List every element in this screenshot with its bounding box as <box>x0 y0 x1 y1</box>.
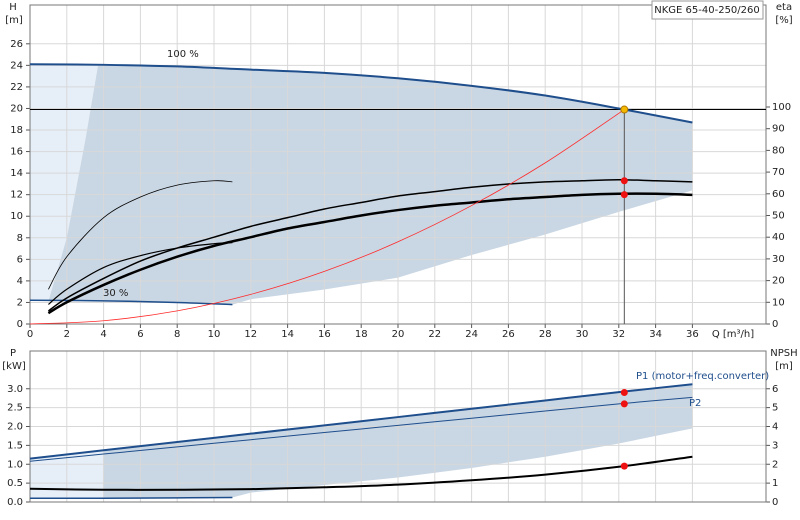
y2-tick-label: 2 <box>772 459 778 470</box>
y2-tick-label: 5 <box>772 403 778 414</box>
y-tick-label: 2 <box>17 297 23 308</box>
x-tick-label: 2 <box>64 329 70 340</box>
x-tick-label: 20 <box>392 329 405 340</box>
y2-tick-label: 50 <box>772 210 785 221</box>
curve-label: P1 (motor+freq.converter) <box>636 371 769 382</box>
operating-range <box>30 64 99 302</box>
x-tick-label: 30 <box>576 329 589 340</box>
y2-tick-label: 100 <box>772 102 791 113</box>
operating-point <box>620 462 628 470</box>
y-tick-label: 0.0 <box>7 497 23 508</box>
y-axis-unit: [kW] <box>2 361 26 372</box>
y-tick-label: 24 <box>10 60 23 71</box>
x-axis-label: Q [m³/h] <box>712 329 754 340</box>
y-tick-label: 16 <box>10 147 23 158</box>
y-tick-label: 1.0 <box>7 459 23 470</box>
y2-axis-unit: [%] <box>775 15 792 26</box>
y-tick-label: 1.5 <box>7 440 23 451</box>
curve-label: 100 % <box>167 49 199 60</box>
curve <box>29 299 233 306</box>
x-tick-label: 12 <box>244 329 257 340</box>
x-tick-label: 6 <box>137 329 143 340</box>
x-tick-label: 10 <box>208 329 221 340</box>
x-tick-label: 4 <box>100 329 106 340</box>
curve <box>29 455 693 491</box>
y2-tick-label: 3 <box>772 440 778 451</box>
curve <box>29 63 693 124</box>
x-tick-label: 18 <box>355 329 368 340</box>
y-tick-label: 10 <box>10 211 23 222</box>
y-tick-label: 0.5 <box>7 478 23 489</box>
y-tick-label: 20 <box>10 103 23 114</box>
y2-tick-label: 1 <box>772 478 778 489</box>
y-axis-label: H <box>9 2 17 13</box>
operating-point <box>620 177 628 185</box>
operating-point <box>620 400 628 408</box>
y-tick-label: 14 <box>10 168 23 179</box>
y2-tick-label: 20 <box>772 276 785 287</box>
operating-point <box>620 191 628 199</box>
y2-tick-label: 30 <box>772 254 785 265</box>
y2-axis-unit: [m] <box>775 361 793 372</box>
x-tick-label: 36 <box>686 329 699 340</box>
y-axis-label: P <box>10 348 16 359</box>
curve <box>48 242 233 305</box>
x-tick-label: 16 <box>318 329 331 340</box>
x-tick-label: 34 <box>649 329 662 340</box>
x-tick-label: 24 <box>465 329 478 340</box>
y2-tick-label: 4 <box>772 422 778 433</box>
operating-point <box>620 389 628 397</box>
y-tick-label: 6 <box>17 254 23 265</box>
y2-tick-label: 40 <box>772 232 785 243</box>
plot-frame <box>29 4 767 325</box>
y-tick-label: 26 <box>10 39 23 50</box>
y-tick-label: 2.5 <box>7 403 23 414</box>
y2-tick-label: 90 <box>772 124 785 135</box>
operating-point <box>620 105 629 114</box>
x-tick-label: 28 <box>539 329 552 340</box>
y-tick-label: 18 <box>10 125 23 136</box>
y-tick-label: 8 <box>17 233 23 244</box>
y2-tick-label: 0 <box>772 497 778 508</box>
y-tick-label: 3.0 <box>7 384 23 395</box>
y2-tick-label: 60 <box>772 189 785 200</box>
curve <box>47 178 693 312</box>
x-tick-label: 22 <box>428 329 441 340</box>
curve-label: P2 <box>689 398 701 409</box>
y-tick-label: 4 <box>17 276 23 287</box>
title-box <box>651 0 764 20</box>
y-tick-label: 22 <box>10 82 23 93</box>
plot-frame <box>29 350 767 503</box>
curve <box>29 496 233 500</box>
curve <box>47 192 693 315</box>
y-tick-label: 12 <box>10 190 23 201</box>
y2-axis-label: NPSH <box>770 348 797 359</box>
y2-tick-label: 0 <box>772 319 778 330</box>
y2-tick-label: 80 <box>772 145 785 156</box>
y2-tick-label: 6 <box>772 384 778 395</box>
x-tick-label: 26 <box>502 329 515 340</box>
curve <box>29 383 693 460</box>
y2-axis-label: eta <box>776 2 792 13</box>
y2-tick-label: 10 <box>772 297 785 308</box>
x-tick-label: 8 <box>174 329 180 340</box>
y-tick-label: 2.0 <box>7 422 23 433</box>
x-tick-label: 0 <box>27 329 33 340</box>
x-tick-label: 32 <box>612 329 625 340</box>
curve <box>29 396 693 462</box>
y-axis-unit: [m] <box>5 15 23 26</box>
curve <box>29 109 625 325</box>
chart-title: NKGE 65-40-250/260 <box>654 5 760 16</box>
x-tick-label: 14 <box>281 329 294 340</box>
curve <box>48 180 233 290</box>
y2-tick-label: 70 <box>772 167 785 178</box>
curve-label: 30 % <box>103 288 128 299</box>
y-tick-label: 0 <box>17 319 23 330</box>
